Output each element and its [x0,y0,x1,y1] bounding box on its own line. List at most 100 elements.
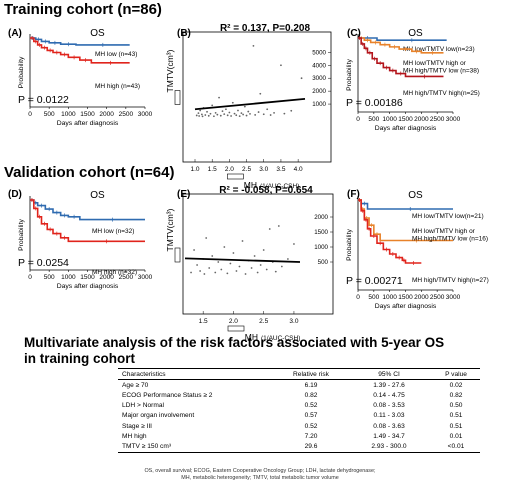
scatter-point [250,267,253,269]
scatter-point [245,114,248,117]
scatter-point [208,267,211,269]
panel-b: (B) R² = 0.137, P=0.208 1000 2000 3000 4000 50… [165,23,332,190]
plot-frame [182,31,332,163]
scatter-point [203,273,206,275]
table-row: Age ≥ 70 6.19 1.39 - 27.6 0.02 [118,380,480,391]
scatter-point [253,255,256,257]
chart-title: OS [90,28,105,39]
panel-e: (E) R² = -0.058, P=0.654 500 1000 1500 2000 1.… [165,185,334,342]
km-curve-3 [358,37,444,78]
panel-label: (F) [347,189,360,200]
x-tick-label: 500 [44,274,55,281]
regression-line [184,257,301,263]
scatter-point [262,113,265,116]
multivariate-heading-line2: in training cohort [24,351,135,366]
scatter-point [235,270,238,272]
scatter-point [195,114,198,117]
col-header-relative-risk: Relative risk [276,367,346,381]
km-curve-1 [30,199,145,221]
x-tick-label: 1500 [398,294,413,301]
cell-p-value: <0.01 [432,441,480,453]
x-tick-label: 500 [368,116,379,123]
x-tick-label: 0 [356,116,360,123]
x-tick-label: 1000 [382,294,397,301]
x-tick-label: 3000 [446,116,461,123]
cell-ci: 0.14 - 4.75 [373,391,405,399]
table-row: LDH > Normal 0.52 0.08 - 3.53 0.50 [118,401,480,411]
table-row: Stage ≥ III 0.52 0.08 - 3.63 0.51 [118,421,480,431]
x-tick-label: 2500 [119,274,134,281]
validation-heading: Validation cohort (n=64) [4,164,174,181]
scatter-point [256,271,259,274]
cell-p-value: 0.82 [449,391,463,399]
scatter-point [199,270,202,272]
series-label: MH low/TMTV high or [412,228,476,235]
y-axis-label: TMTV(cm³) [165,49,175,92]
p-value-annotation: P = 0.0122 [18,94,69,106]
cell-p-value: 0.51 [449,422,463,430]
x-tick-label: 2000 [99,111,114,118]
scatter-point [269,114,272,116]
y-tick-label: 2000 [312,88,326,95]
scatter-point [218,96,220,99]
x-axis-label: MH [245,332,258,342]
series-label: MH low (n=43) [95,51,137,58]
cell-p-value: 0.02 [449,381,463,389]
x-tick-label: 2500 [430,116,445,123]
scatter-point [247,110,250,113]
km-curve-1 [358,199,453,210]
scatter-point [211,104,214,107]
scatter-point [238,115,241,117]
y-tick-label: 2000 [314,214,328,221]
scatter-point [244,273,247,275]
training-heading: Training cohort (n=86) [4,1,162,18]
scatter-point [197,112,200,115]
y-tick-label: 5000 [312,49,326,56]
scatter-point [257,111,260,113]
x-tick-label: 2.0 [225,166,234,173]
scatter-point [228,111,231,114]
scatter-point [233,112,236,115]
scatter-point [193,249,195,251]
x-axis-label: Days after diagnosis [57,283,119,290]
scatter-point [220,268,223,271]
km-curve-2 [30,199,145,243]
panel-a: (A) 0 500 1000 1500 2000 2500 3000 Days after di… [8,28,153,127]
scatter-point [259,92,262,95]
y-tick-label: 3000 [312,75,326,82]
x-tick-label: 2.0 [229,318,238,325]
x-tick-label: 1000 [61,111,76,118]
x-axis-label: Days after diagnosis [375,125,437,132]
scatter-point [293,243,295,245]
scatter-point [229,262,232,265]
scatter-point [274,270,277,273]
cell-relative-risk: 0.57 [304,412,318,420]
series-label: MH low (n=32) [92,228,134,235]
scatter-point [242,113,245,116]
x-tick-label: 3000 [446,294,461,301]
x-axis-unit: (1/AUC-CSH) [260,183,299,190]
scatter-point [283,112,286,115]
y-axis-label: Probability [18,56,25,88]
panel-c: (C) 0 500 1000 1500 2000 2500 3000 Days after di… [346,28,480,132]
x-tick-label: 2.5 [259,318,268,325]
scatter-point [196,264,199,266]
scatter-point [225,108,227,111]
x-tick-label: 1.5 [208,166,217,173]
scatter-point [238,265,241,268]
scatter-point [199,109,202,112]
scatter-point [237,109,239,112]
x-tick-label: 1.5 [199,318,208,325]
scatter-point [209,112,212,115]
scatter-point [240,112,243,115]
x-axis-unit: (1/AUC-CSH) [261,335,300,342]
x-axis-label: Days after diagnosis [57,120,119,127]
cell-characteristic: ECOG Performance Status ≥ 2 [122,391,213,399]
cell-ci: 0.08 - 3.53 [373,402,405,410]
x-tick-label: 1500 [80,274,95,281]
series-label: MH low/TMTV high or [403,60,467,67]
cell-ci: 0.11 - 3.03 [373,412,405,420]
cell-characteristic: Age ≥ 70 [122,381,149,389]
cell-relative-risk: 0.52 [304,402,318,410]
x-axis-label: Days after diagnosis [375,303,437,310]
